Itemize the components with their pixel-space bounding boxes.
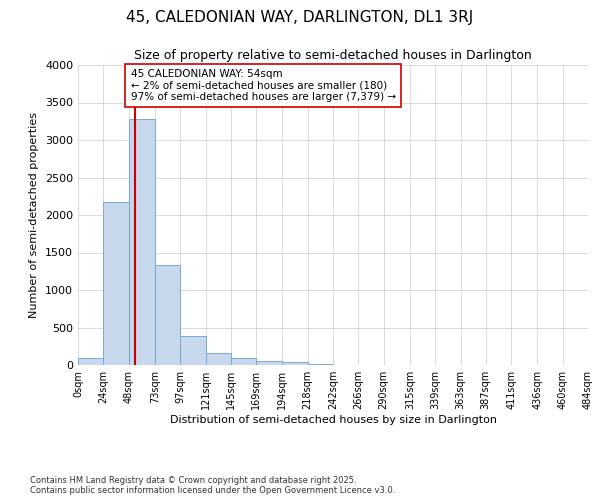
Text: Contains HM Land Registry data © Crown copyright and database right 2025.
Contai: Contains HM Land Registry data © Crown c… (30, 476, 395, 495)
Bar (155, 264, 180, 365)
Bar (308, 364, 333, 365)
Bar (78, 358, 103, 365)
Text: 45 CALEDONIAN WAY: 54sqm
← 2% of semi-detached houses are smaller (180)
97% of s: 45 CALEDONIAN WAY: 54sqm ← 2% of semi-de… (131, 68, 396, 102)
Text: 45, CALEDONIAN WAY, DARLINGTON, DL1 3RJ: 45, CALEDONIAN WAY, DARLINGTON, DL1 3RJ (127, 10, 473, 25)
Bar (283, 362, 308, 365)
Bar (103, 202, 128, 365)
X-axis label: Distribution of semi-detached houses by size in Darlington: Distribution of semi-detached houses by … (170, 415, 497, 425)
Bar (231, 358, 256, 365)
Bar (128, 119, 155, 365)
Bar (180, 336, 205, 365)
Title: Size of property relative to semi-detached houses in Darlington: Size of property relative to semi-detach… (134, 50, 532, 62)
Bar (205, 352, 231, 365)
Y-axis label: Number of semi-detached properties: Number of semi-detached properties (29, 112, 40, 318)
Bar (256, 361, 283, 365)
